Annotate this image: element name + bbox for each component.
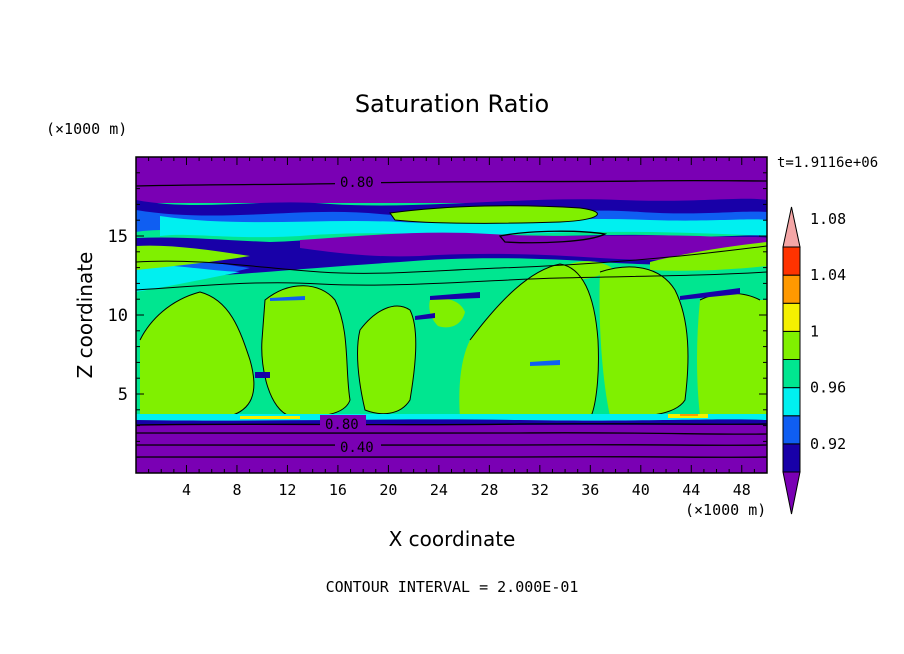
- plume-7: [429, 298, 465, 328]
- y-axis-label: Z coordinate: [73, 252, 97, 379]
- streak-5: [530, 360, 560, 366]
- x-tick-label: 44: [682, 481, 700, 499]
- contour-label-3: 0.40: [340, 440, 374, 456]
- colorbar-swatch: [782, 274, 801, 304]
- y-tick-label: 5: [118, 385, 128, 405]
- plume-2: [261, 285, 350, 417]
- contour-label-2: 0.80: [325, 417, 359, 433]
- colorbar-level-label: 0.92: [810, 435, 846, 453]
- streak-6: [255, 372, 270, 378]
- lower-dry-band: [136, 425, 767, 473]
- colorbar-swatch: [782, 387, 801, 417]
- mid-cyan-edge: [136, 264, 240, 292]
- orange-spot: [680, 414, 698, 416]
- y-axis-ticks: 5 10 15: [108, 172, 767, 458]
- time-label: t=1.9116e+06: [777, 155, 878, 171]
- x-tick-label: 36: [581, 481, 599, 499]
- plume-5: [599, 266, 688, 417]
- colorbar-swatch: [782, 330, 801, 360]
- streak-4: [415, 313, 435, 320]
- colorbar-level-label: 1.08: [810, 210, 846, 228]
- contour-interval-footer: CONTOUR INTERVAL = 2.000E-01: [326, 578, 579, 596]
- plume-contours: [136, 205, 767, 419]
- x-tick-label: 8: [232, 481, 241, 499]
- x-tick-label: 24: [430, 481, 448, 499]
- contour-label-bg-2: [320, 415, 366, 431]
- plume-3: [357, 306, 416, 414]
- colorbar-swatch: [782, 415, 801, 445]
- colorbar-level-label: 1: [810, 322, 819, 340]
- streak-1: [270, 296, 305, 301]
- streak-2: [430, 292, 480, 300]
- plume-1: [140, 292, 254, 416]
- x-tick-label: 20: [379, 481, 397, 499]
- x-tick-label: 32: [531, 481, 549, 499]
- colorbar-swatch: [782, 443, 801, 473]
- y-tick-label: 15: [108, 227, 128, 247]
- yellow-spot-1: [240, 416, 300, 419]
- upper-dry-band: [136, 157, 767, 203]
- x-unit-label: (×1000 m): [685, 501, 766, 519]
- colorbar: 0.92 0.96 1 1.04 1.08: [782, 206, 846, 515]
- x-tick-label: 16: [329, 481, 347, 499]
- lower-cyan-band: [136, 414, 767, 422]
- colorbar-swatch: [782, 246, 801, 276]
- colorbar-level-label: 0.96: [810, 379, 846, 397]
- y-unit-label: (×1000 m): [46, 120, 127, 138]
- x-tick-label: 4: [182, 481, 191, 499]
- x-axis-label: X coordinate: [389, 527, 516, 551]
- x-tick-label: 28: [480, 481, 498, 499]
- plume-6: [697, 293, 767, 416]
- x-tick-label: 12: [278, 481, 296, 499]
- dry-core-contour: [498, 230, 608, 244]
- x-tick-label: 40: [632, 481, 650, 499]
- contour-label-bg-3: [335, 438, 381, 454]
- left-lime-lens: [136, 245, 250, 270]
- colorbar-level-label: 1.04: [810, 266, 846, 284]
- contour-field: [136, 157, 767, 473]
- y-tick-label: 10: [108, 306, 128, 326]
- upper-lime-patch: [390, 205, 598, 224]
- colorbar-swatch: [782, 359, 801, 389]
- plume-4: [459, 264, 599, 418]
- plume-8: [560, 261, 612, 280]
- contour-label-bg-1: [335, 173, 381, 189]
- mid-dry-purple: [300, 232, 767, 261]
- chart-title: Saturation Ratio: [355, 90, 549, 118]
- upper-cyan-band: [160, 216, 767, 238]
- colorbar-swatch: [782, 302, 801, 332]
- x-axis-ticks: 4 8 12 16 20 24 28 32 36 40 44 48: [148, 157, 755, 499]
- colorbar-under-triangle: [782, 471, 801, 515]
- dry-layer-contours: [136, 179, 767, 458]
- streak-3: [680, 288, 740, 300]
- x-tick-label: 48: [733, 481, 751, 499]
- contour-label-1: 0.80: [340, 175, 374, 191]
- colorbar-over-triangle: [782, 206, 801, 248]
